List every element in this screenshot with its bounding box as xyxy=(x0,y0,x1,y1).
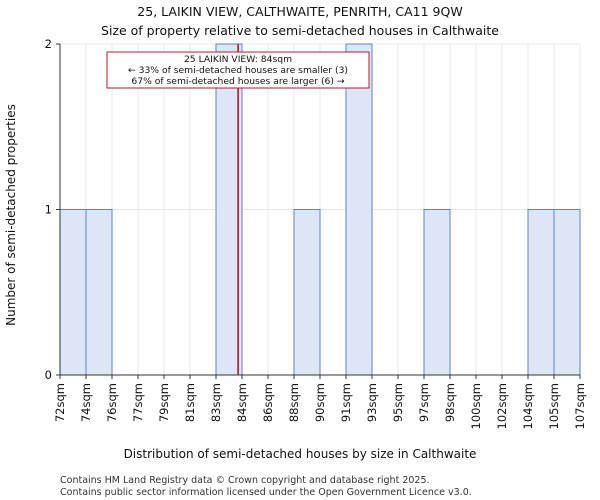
footer-copyright: Contains HM Land Registry data © Crown c… xyxy=(60,475,430,486)
annotation-line-3: 67% of semi-detached houses are larger (… xyxy=(131,76,344,87)
chart-subtitle: Size of property relative to semi-detach… xyxy=(101,23,499,38)
x-tick-label: 95sqm xyxy=(391,383,405,422)
chart-title: 25, LAIKIN VIEW, CALTHWAITE, PENRITH, CA… xyxy=(137,4,462,19)
x-tick-label: 88sqm xyxy=(287,383,301,422)
x-tick-label: 100sqm xyxy=(469,383,483,429)
annotation-line-1: 25 LAIKIN VIEW: 84sqm xyxy=(184,54,292,65)
x-tick-label: 86sqm xyxy=(261,383,275,422)
footer-licence: Contains public sector information licen… xyxy=(60,487,472,498)
y-tick-labels: 0 1 2 xyxy=(45,37,60,382)
x-tick-label: 72sqm xyxy=(53,383,67,422)
x-tick-label: 104sqm xyxy=(521,383,535,429)
x-axis-label: Distribution of semi-detached houses by … xyxy=(124,447,477,461)
x-tick-label: 83sqm xyxy=(209,383,223,422)
x-tick-label: 76sqm xyxy=(105,383,119,422)
annotation-line-2: ← 33% of semi-detached houses are smalle… xyxy=(128,65,348,76)
x-tick-label: 93sqm xyxy=(365,383,379,422)
bar xyxy=(85,209,113,376)
annotation-box: 25 LAIKIN VIEW: 84sqm ← 33% of semi-deta… xyxy=(106,51,370,89)
bar xyxy=(553,209,581,376)
x-tick-label: 84sqm xyxy=(235,383,249,422)
x-tick-label: 107sqm xyxy=(573,383,587,429)
x-tick-label: 81sqm xyxy=(183,383,197,422)
bar xyxy=(345,43,373,376)
y-tick-label: 1 xyxy=(45,203,52,217)
x-tick-label: 97sqm xyxy=(417,383,431,422)
x-tick-labels: 72sqm 74sqm 76sqm 77sqm 79sqm 81sqm 83sqm 84sqm… xyxy=(53,375,587,429)
y-tick-label: 2 xyxy=(45,37,52,51)
x-tick-label: 98sqm xyxy=(443,383,457,422)
x-tick-label: 91sqm xyxy=(339,383,353,422)
bar xyxy=(293,209,321,376)
x-tick-label: 74sqm xyxy=(79,383,93,422)
y-tick-label: 0 xyxy=(45,368,52,382)
x-tick-label: 79sqm xyxy=(157,383,171,422)
x-tick-label: 105sqm xyxy=(547,383,561,429)
bar xyxy=(527,209,555,376)
y-axis-label: Number of semi-detached properties xyxy=(4,104,18,326)
annotation-frame xyxy=(106,51,370,89)
bars xyxy=(59,43,581,376)
x-tick-label: 77sqm xyxy=(131,383,145,422)
bar xyxy=(423,209,451,376)
bar xyxy=(59,209,87,376)
x-tick-label: 102sqm xyxy=(495,383,509,429)
x-tick-label: 90sqm xyxy=(313,383,327,422)
